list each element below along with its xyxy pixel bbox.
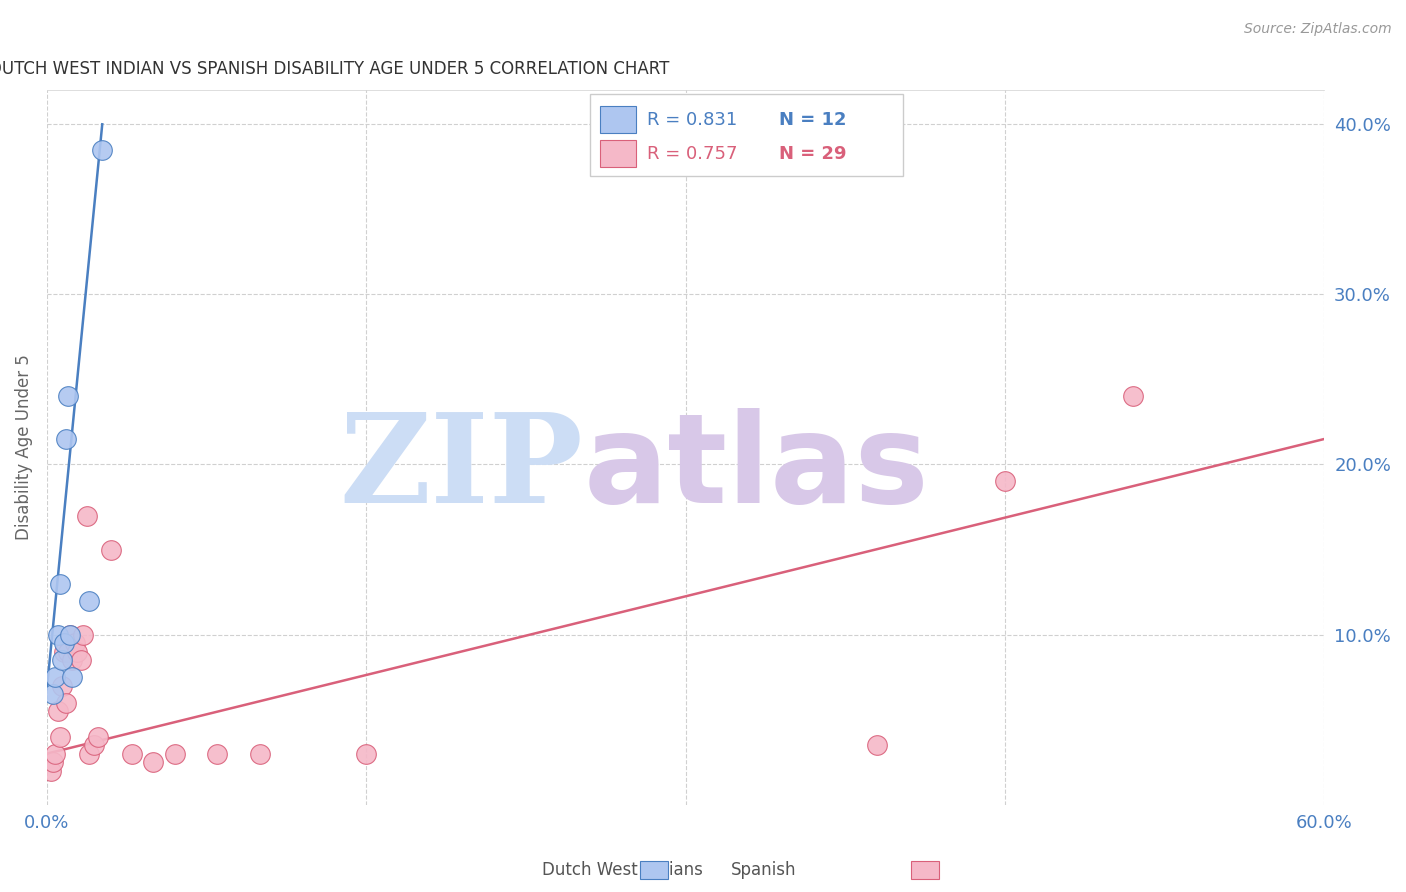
FancyBboxPatch shape <box>591 94 903 176</box>
Point <box>55 696 77 710</box>
Text: R = 0.757: R = 0.757 <box>647 145 738 163</box>
Point <box>205 747 228 761</box>
FancyBboxPatch shape <box>600 106 636 133</box>
Text: Dutch West Indians: Dutch West Indians <box>543 861 703 879</box>
Point <box>994 475 1017 489</box>
Point <box>62 670 84 684</box>
Point <box>91 143 114 157</box>
Text: Source: ZipAtlas.com: Source: ZipAtlas.com <box>1244 22 1392 37</box>
Point <box>62 653 84 667</box>
Point <box>56 644 79 658</box>
Point <box>1122 389 1144 403</box>
Point <box>44 670 66 684</box>
Point <box>44 747 66 761</box>
Point <box>72 627 94 641</box>
Y-axis label: Disability Age Under 5: Disability Age Under 5 <box>15 354 32 541</box>
Point <box>59 627 82 641</box>
Point <box>39 764 62 778</box>
Text: ZIP: ZIP <box>340 409 583 530</box>
Text: N = 12: N = 12 <box>779 111 846 128</box>
Point <box>356 747 378 761</box>
Point <box>55 432 77 446</box>
Point <box>100 542 122 557</box>
FancyBboxPatch shape <box>600 140 636 168</box>
Point <box>48 730 70 744</box>
Point <box>52 636 75 650</box>
Point <box>52 644 75 658</box>
Point <box>48 576 70 591</box>
Point <box>163 747 186 761</box>
Point <box>79 747 101 761</box>
Point <box>76 508 98 523</box>
Point <box>51 679 73 693</box>
Point <box>42 687 65 701</box>
Point <box>51 653 73 667</box>
Point <box>83 738 105 752</box>
Point <box>66 644 89 658</box>
Text: R = 0.831: R = 0.831 <box>647 111 738 128</box>
Text: N = 29: N = 29 <box>779 145 846 163</box>
Point <box>142 755 165 769</box>
Point <box>70 653 93 667</box>
Point <box>59 627 82 641</box>
Point <box>87 730 110 744</box>
Point <box>79 593 101 607</box>
Point <box>46 627 69 641</box>
Point <box>121 747 143 761</box>
Point <box>866 738 889 752</box>
Text: Spanish: Spanish <box>731 861 797 879</box>
Point <box>42 755 65 769</box>
Point <box>249 747 271 761</box>
Point <box>46 704 69 718</box>
Point <box>56 389 79 403</box>
Point <box>63 636 86 650</box>
Text: atlas: atlas <box>583 409 929 530</box>
Text: DUTCH WEST INDIAN VS SPANISH DISABILITY AGE UNDER 5 CORRELATION CHART: DUTCH WEST INDIAN VS SPANISH DISABILITY … <box>0 60 669 78</box>
